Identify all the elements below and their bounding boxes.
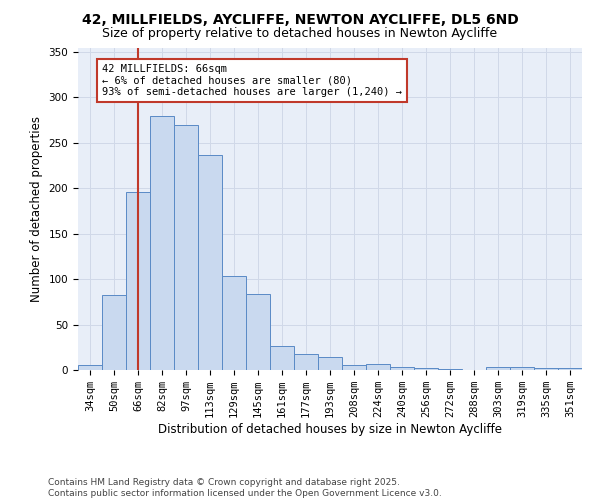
Text: Size of property relative to detached houses in Newton Aycliffe: Size of property relative to detached ho… — [103, 28, 497, 40]
Bar — [198, 154, 222, 370]
Bar — [486, 368, 510, 370]
Bar — [270, 346, 294, 370]
Text: Contains HM Land Registry data © Crown copyright and database right 2025.
Contai: Contains HM Land Registry data © Crown c… — [48, 478, 442, 498]
Text: 42 MILLFIELDS: 66sqm
← 6% of detached houses are smaller (80)
93% of semi-detach: 42 MILLFIELDS: 66sqm ← 6% of detached ho… — [102, 64, 402, 97]
Bar — [342, 364, 366, 370]
Bar — [366, 364, 390, 370]
Bar — [246, 294, 270, 370]
Bar — [414, 368, 438, 370]
Bar — [510, 368, 534, 370]
Bar — [222, 276, 246, 370]
Bar — [78, 366, 102, 370]
X-axis label: Distribution of detached houses by size in Newton Aycliffe: Distribution of detached houses by size … — [158, 423, 502, 436]
Bar — [174, 124, 198, 370]
Y-axis label: Number of detached properties: Number of detached properties — [30, 116, 43, 302]
Bar — [534, 368, 558, 370]
Bar — [390, 368, 414, 370]
Bar — [318, 358, 342, 370]
Bar — [150, 116, 174, 370]
Text: 42, MILLFIELDS, AYCLIFFE, NEWTON AYCLIFFE, DL5 6ND: 42, MILLFIELDS, AYCLIFFE, NEWTON AYCLIFF… — [82, 12, 518, 26]
Bar — [558, 368, 582, 370]
Bar — [294, 354, 318, 370]
Bar — [126, 192, 150, 370]
Bar — [102, 294, 126, 370]
Bar — [438, 369, 462, 370]
